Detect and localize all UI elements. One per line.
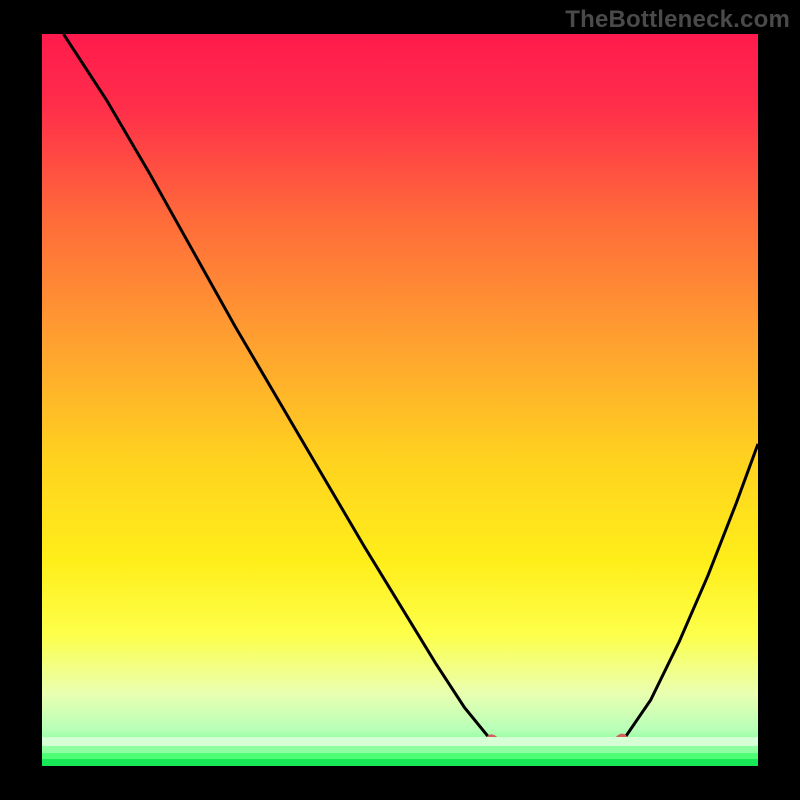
accent-highlight	[42, 34, 758, 766]
chart-plot-area	[42, 34, 758, 766]
gradient-band	[42, 737, 758, 746]
watermark-text: TheBottleneck.com	[565, 6, 790, 34]
gradient-band	[42, 746, 758, 753]
gradient-band	[42, 759, 758, 766]
